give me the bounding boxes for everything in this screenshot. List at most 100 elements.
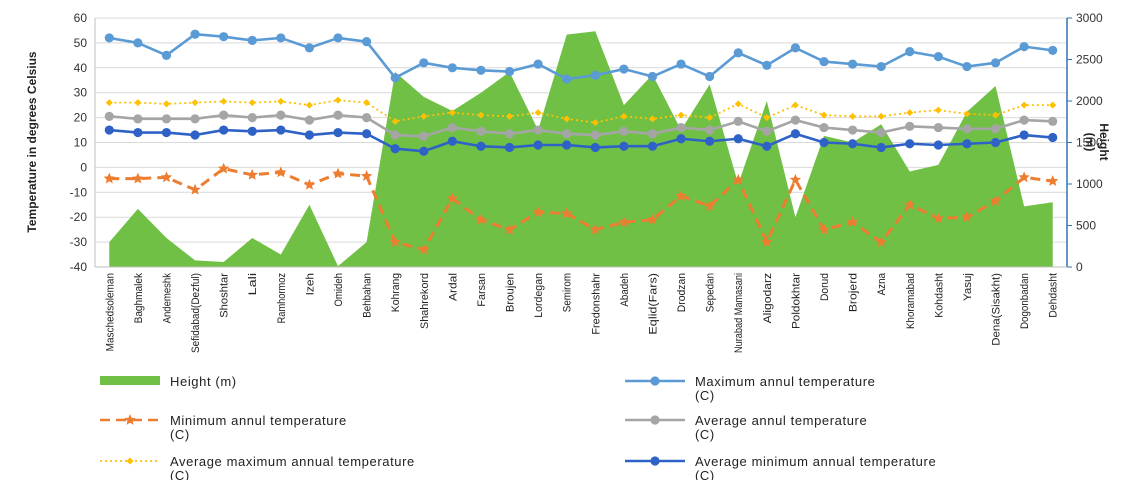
data-point bbox=[762, 126, 772, 136]
data-point bbox=[390, 73, 400, 83]
data-point bbox=[276, 125, 286, 135]
y2-tick-label: 0 bbox=[1076, 260, 1083, 274]
data-point bbox=[561, 207, 573, 219]
data-point bbox=[248, 99, 256, 107]
data-point bbox=[820, 111, 828, 119]
data-point bbox=[390, 144, 400, 154]
y-axis-title: Temperature in degrees Celsius bbox=[25, 51, 39, 233]
data-point bbox=[1020, 101, 1028, 109]
data-point bbox=[706, 114, 714, 122]
data-point bbox=[962, 61, 972, 72]
y2-tick-label: 2000 bbox=[1076, 94, 1103, 108]
data-point bbox=[905, 47, 915, 57]
y-tick-label: -10 bbox=[70, 185, 88, 199]
data-point bbox=[705, 125, 715, 135]
data-point bbox=[361, 37, 372, 47]
legend-label: Average maximum annual temperature bbox=[170, 454, 415, 469]
series-line bbox=[109, 32, 1053, 81]
data-point bbox=[562, 74, 572, 84]
data-point bbox=[734, 100, 742, 108]
x-category-label: Dorud bbox=[819, 273, 831, 301]
data-point bbox=[389, 236, 401, 247]
data-point bbox=[619, 126, 629, 136]
data-point bbox=[446, 192, 459, 204]
data-point bbox=[762, 141, 772, 151]
series-line bbox=[109, 167, 1053, 252]
legend-label-unit: (C) bbox=[695, 427, 715, 442]
data-point bbox=[819, 137, 829, 148]
temperature-lines-layer bbox=[103, 29, 1059, 255]
data-point bbox=[989, 195, 1002, 206]
x-category-label: Shahrekord bbox=[419, 273, 431, 329]
data-point bbox=[647, 141, 658, 151]
legend-label-unit: (C) bbox=[170, 468, 190, 480]
data-point bbox=[790, 129, 801, 139]
data-point bbox=[962, 139, 972, 149]
series-1 bbox=[104, 29, 1058, 84]
data-point bbox=[762, 60, 772, 70]
legend-swatch bbox=[100, 376, 160, 385]
y2-tick-label: 500 bbox=[1076, 219, 1096, 233]
data-point bbox=[305, 101, 313, 109]
data-point bbox=[677, 111, 685, 119]
data-point bbox=[533, 125, 543, 135]
data-point bbox=[105, 99, 113, 107]
data-point bbox=[133, 114, 143, 124]
legend-label-unit: (C) bbox=[695, 388, 715, 403]
data-point bbox=[476, 141, 486, 151]
x-category-label: Maschedsoleman bbox=[104, 273, 116, 351]
data-point bbox=[990, 124, 1001, 134]
y-tick-label: -20 bbox=[70, 210, 88, 224]
legend-item: Height (m) bbox=[100, 374, 236, 389]
y-tick-label: -30 bbox=[70, 235, 88, 249]
data-point bbox=[532, 206, 544, 218]
data-point bbox=[648, 115, 656, 123]
data-point bbox=[420, 112, 428, 120]
data-point bbox=[961, 211, 973, 223]
data-point bbox=[334, 96, 342, 104]
data-point bbox=[646, 213, 659, 225]
data-point bbox=[333, 127, 343, 138]
data-point bbox=[876, 142, 886, 153]
data-point bbox=[876, 127, 886, 138]
data-point bbox=[933, 122, 943, 133]
series-line bbox=[109, 99, 1053, 124]
data-point bbox=[1019, 42, 1029, 52]
data-point bbox=[590, 70, 600, 80]
data-point bbox=[904, 198, 916, 210]
x-category-label: Yasuj bbox=[962, 273, 974, 301]
right-tick-labels: 0 500 1000 1500 2000 2500 3000 bbox=[1067, 11, 1103, 274]
data-point bbox=[1018, 171, 1030, 183]
x-category-label: Brojerd bbox=[848, 273, 860, 312]
data-point bbox=[790, 115, 801, 125]
x-category-label: Poldokhtar bbox=[790, 273, 802, 329]
data-point bbox=[161, 114, 172, 124]
data-point bbox=[504, 66, 515, 77]
data-point bbox=[990, 137, 1001, 148]
data-point bbox=[877, 112, 885, 120]
x-category-label: Drodzan bbox=[676, 273, 688, 312]
data-point bbox=[133, 127, 143, 138]
data-point bbox=[562, 129, 572, 139]
y2-tick-label: 1000 bbox=[1076, 177, 1103, 191]
data-point bbox=[962, 124, 972, 134]
data-point bbox=[275, 166, 287, 178]
data-point bbox=[591, 119, 599, 127]
data-point bbox=[304, 130, 315, 140]
data-point bbox=[934, 106, 942, 114]
data-point bbox=[361, 129, 372, 139]
y2-tick-label: 1500 bbox=[1076, 136, 1103, 150]
data-point bbox=[360, 170, 373, 181]
legend-marker bbox=[124, 414, 136, 425]
data-point bbox=[247, 35, 257, 46]
data-point bbox=[906, 109, 914, 117]
data-point bbox=[933, 51, 943, 62]
data-point bbox=[676, 122, 686, 133]
data-point bbox=[332, 167, 344, 179]
data-point bbox=[476, 126, 486, 136]
x-category-label: Dena(Sisakht) bbox=[991, 273, 1003, 346]
data-point bbox=[819, 122, 829, 133]
data-point bbox=[1019, 115, 1029, 125]
legend-label: Average minimum annual temperature bbox=[695, 454, 936, 469]
data-point bbox=[333, 33, 343, 43]
